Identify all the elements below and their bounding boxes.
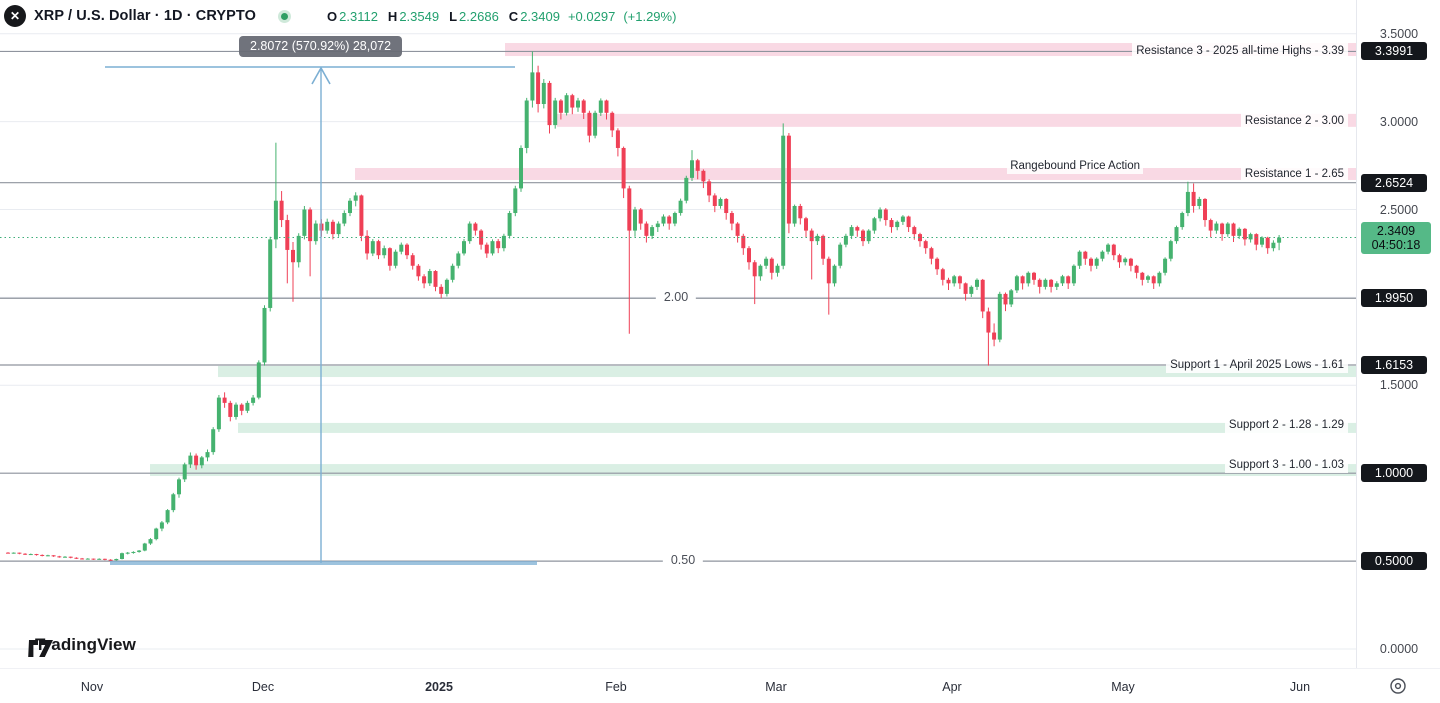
- price-level-badge: 2.6524: [1361, 173, 1427, 192]
- price-level-badge: 1.0000: [1361, 464, 1427, 483]
- current-price-value: 2.3409: [1376, 224, 1416, 239]
- month-label: May: [1111, 680, 1135, 694]
- price-tick-label: 2.5000: [1379, 202, 1419, 217]
- month-label: Jun: [1289, 680, 1311, 694]
- month-label: Apr: [942, 680, 962, 694]
- change-percent: (+1.29%): [623, 8, 677, 24]
- low-label: L: [449, 8, 458, 24]
- resistance-zone[interactable]: [557, 113, 1356, 127]
- support-zone[interactable]: [150, 464, 1356, 477]
- support-zone-label[interactable]: Support 1 - April 2025 Lows - 1.61: [1166, 356, 1348, 373]
- current-price-badge: 2.3409 04:50:18: [1361, 222, 1431, 255]
- horizontal-level-lines[interactable]: [0, 50, 1356, 562]
- open-label: O: [327, 8, 338, 24]
- tradingview-logo-text: TradingView: [35, 635, 136, 654]
- month-label: 2025: [425, 680, 453, 694]
- month-label: Nov: [80, 680, 104, 694]
- high-label: H: [387, 8, 398, 24]
- open-value: 2.3112: [339, 8, 378, 24]
- support-zone[interactable]: [218, 365, 1356, 378]
- level-line-inline-label: 2.00: [655, 290, 697, 306]
- level-line-inline-label: 0.50: [662, 553, 704, 569]
- xrp-logo-glyph: ✕: [9, 9, 21, 23]
- support-zone-label[interactable]: Support 3 - 1.00 - 1.03: [1224, 457, 1348, 474]
- resistance-zone-label[interactable]: Resistance 2 - 3.00: [1240, 112, 1348, 129]
- candles: [6, 51, 1282, 561]
- chart-header: ✕ XRP / U.S. Dollar · 1D · CRYPTO O 2.311…: [0, 0, 676, 32]
- time-axis[interactable]: Nov Dec 2025 Feb Mar Apr May Jun: [0, 668, 1440, 703]
- symbol-title[interactable]: XRP / U.S. Dollar · 1D · CRYPTO: [34, 8, 256, 24]
- price-tick-label: 3.0000: [1379, 114, 1419, 129]
- xrp-logo-icon: ✕: [4, 5, 26, 27]
- measure-arrow-tool[interactable]: [105, 66, 537, 565]
- change-value: +0.0297: [567, 8, 616, 24]
- price-level-badge: 0.5000: [1361, 552, 1427, 571]
- support-zone[interactable]: [238, 422, 1356, 433]
- month-label: Feb: [605, 680, 627, 694]
- tradingview-logo-icon: [28, 640, 53, 657]
- price-level-badge: 1.6153: [1361, 356, 1427, 375]
- ohlc-values: O 2.3112 H 2.3549 L 2.2686 C 2.3409 +0.0297 …: [317, 9, 676, 24]
- support-resistance-zones[interactable]: [150, 43, 1356, 477]
- month-label: Mar: [765, 680, 787, 694]
- price-tick-label: 3.5000: [1379, 26, 1419, 41]
- price-level-badge: 3.3991: [1361, 42, 1427, 61]
- resistance-zone-label[interactable]: Resistance 1 - 2.65: [1240, 165, 1348, 182]
- resistance-zone-label[interactable]: Resistance 3 - 2025 all-time Highs - 3.3…: [1132, 43, 1348, 60]
- month-label: Dec: [251, 680, 275, 694]
- support-zone-label[interactable]: Support 2 - 1.28 - 1.29: [1224, 417, 1348, 434]
- price-axis[interactable]: 3.5000 3.0000 2.5000 1.5000 0.0000 3.3991 2.65…: [1356, 0, 1440, 668]
- scale-settings-icon[interactable]: [1388, 676, 1408, 696]
- close-label: C: [508, 8, 519, 24]
- bar-countdown: 04:50:18: [1371, 238, 1421, 253]
- price-tick-label: 0.0000: [1379, 642, 1419, 656]
- measure-tooltip[interactable]: 2.8072 (570.92%) 28,072: [239, 36, 403, 57]
- price-tick-label: 1.5000: [1379, 378, 1419, 393]
- realtime-status-icon[interactable]: [278, 9, 291, 23]
- tradingview-watermark[interactable]: TradingView: [28, 635, 136, 657]
- close-value: 2.3409: [520, 8, 560, 24]
- resistance-zone[interactable]: [355, 168, 1356, 180]
- low-value: 2.2686: [459, 8, 499, 24]
- high-value: 2.3549: [399, 8, 440, 24]
- rangebound-annotation[interactable]: Rangebound Price Action: [1007, 159, 1143, 174]
- price-level-badge: 1.9950: [1361, 289, 1427, 308]
